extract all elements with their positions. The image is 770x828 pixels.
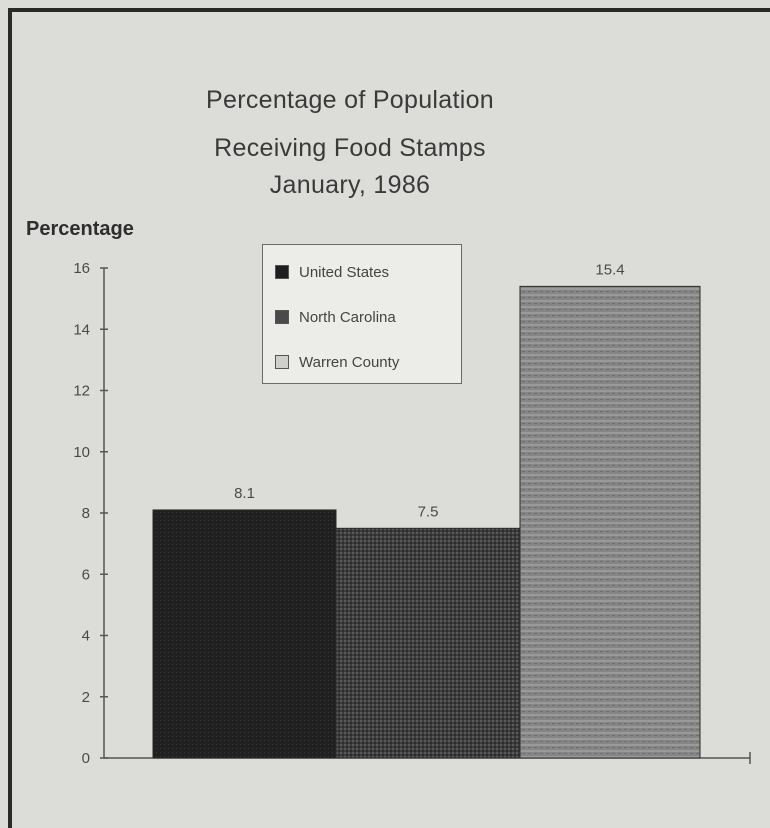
legend-swatch-north-carolina	[275, 310, 289, 324]
chart-title-line-1: Percentage of Population	[206, 86, 494, 114]
y-tick-label-4: 4	[82, 628, 90, 645]
bar-north-carolina	[335, 527, 521, 759]
y-tick-label-14: 14	[73, 321, 90, 338]
legend-item-warren-county: Warren County	[275, 352, 399, 372]
bar-warren-county	[519, 285, 701, 759]
y-tick-label-6: 6	[82, 566, 90, 583]
bar-united-states	[152, 509, 337, 759]
y-tick-label-0: 0	[82, 750, 90, 767]
y-tick-label-10: 10	[73, 444, 90, 461]
y-tick-label-8: 8	[82, 505, 90, 522]
y-tick-label-16: 16	[73, 260, 90, 277]
legend-swatch-united-states	[275, 265, 289, 279]
data-label-united-states: 8.1	[234, 485, 255, 502]
legend-label-north-carolina: North Carolina	[299, 308, 396, 326]
y-tick-label-12: 12	[73, 383, 90, 400]
legend-label-united-states: United States	[299, 263, 390, 281]
chart-frame	[8, 8, 770, 828]
chart-title-line-3: January, 1986	[269, 171, 431, 199]
legend-label-warren-county: Warren County	[299, 353, 400, 371]
legend-swatch-warren-county	[275, 355, 289, 369]
legend: United States North Carolina Warren Coun…	[262, 244, 462, 384]
y-axis-label: Percentage	[26, 218, 134, 240]
data-label-warren-county: 15.4	[595, 261, 624, 278]
chart-title-line-2: Receiving Food Stamps	[214, 134, 486, 162]
legend-item-united-states: United States	[275, 262, 389, 282]
data-label-north-carolina: 7.5	[418, 503, 439, 520]
y-tick-label-2: 2	[82, 689, 90, 706]
legend-item-north-carolina: North Carolina	[275, 307, 396, 327]
